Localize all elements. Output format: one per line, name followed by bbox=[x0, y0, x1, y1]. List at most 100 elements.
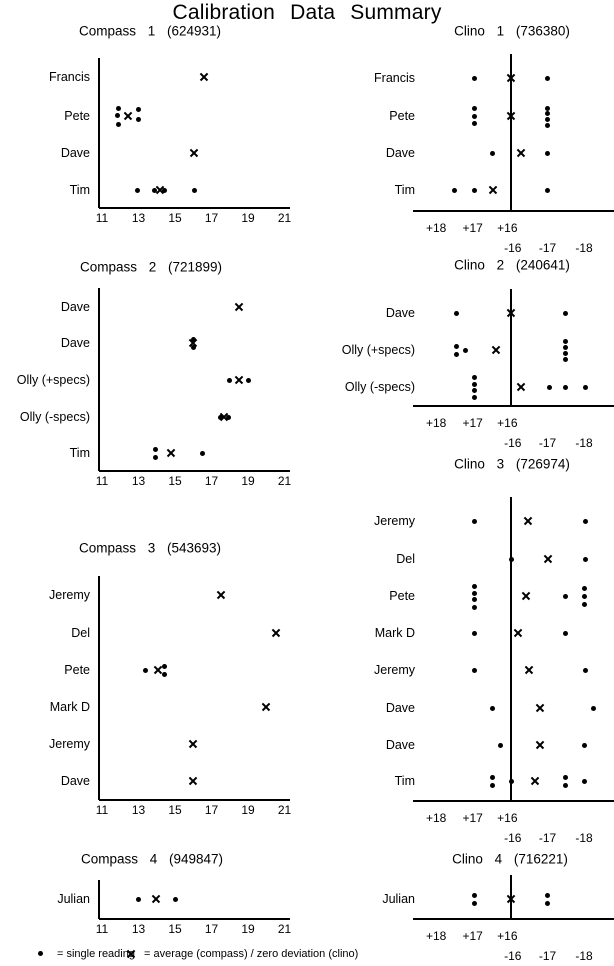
tick-label-minus: -17 bbox=[538, 436, 557, 450]
dot-marker bbox=[490, 774, 496, 780]
row-label: Pete bbox=[64, 109, 90, 123]
row-label: Dave bbox=[60, 774, 90, 788]
row-label: Francis bbox=[374, 71, 415, 85]
dot-marker bbox=[508, 778, 514, 784]
dot-marker bbox=[472, 590, 477, 596]
x-marker bbox=[530, 777, 539, 786]
x-marker bbox=[516, 383, 525, 392]
y-axis bbox=[98, 288, 100, 471]
x-marker bbox=[516, 149, 525, 158]
tick-label-plus: +18 bbox=[425, 929, 447, 943]
x-marker bbox=[488, 186, 497, 195]
dot-marker bbox=[472, 892, 477, 898]
tick-label-minus: -16 bbox=[504, 831, 522, 845]
dot-marker bbox=[472, 518, 477, 524]
row-label: Pete bbox=[389, 109, 415, 123]
dot-marker bbox=[545, 900, 550, 906]
dot-marker bbox=[581, 601, 587, 607]
dot-marker bbox=[135, 187, 141, 193]
row-label: Tim bbox=[69, 446, 90, 460]
dot-marker bbox=[472, 596, 477, 602]
page-title: Calibration Data Summary bbox=[172, 1, 442, 24]
dot-marker bbox=[115, 112, 120, 118]
tick-label: 19 bbox=[241, 474, 255, 488]
legend-x-label: = average (compass) / zero deviation (cl… bbox=[144, 948, 359, 960]
plot-title: Clino 2 (240641) bbox=[454, 257, 570, 273]
row-label: Olly (-specs) bbox=[344, 380, 415, 394]
row-label: Jeremy bbox=[374, 663, 415, 677]
tick-label: 21 bbox=[277, 474, 292, 488]
x-marker bbox=[216, 591, 225, 600]
tick-label: 21 bbox=[277, 211, 292, 225]
tick-label-minus: -16 bbox=[504, 949, 522, 963]
dot-marker bbox=[508, 556, 514, 562]
tick-label-plus: +17 bbox=[462, 929, 483, 943]
plot-title: Clino 3 (726974) bbox=[454, 456, 570, 472]
plot-title: Clino 1 (736380) bbox=[454, 23, 570, 39]
dot-marker bbox=[581, 585, 587, 591]
x-axis bbox=[99, 799, 290, 801]
dot-marker bbox=[583, 556, 589, 562]
x-marker bbox=[153, 666, 162, 675]
tick-label-plus: +18 bbox=[425, 221, 447, 235]
x-marker bbox=[521, 592, 530, 601]
dot-marker bbox=[115, 105, 121, 111]
tick-label-plus: +17 bbox=[462, 221, 483, 235]
dot-marker bbox=[583, 518, 589, 524]
dot-marker bbox=[462, 347, 468, 353]
tick-label-plus: +17 bbox=[462, 811, 483, 825]
dot-marker bbox=[545, 116, 550, 122]
tick-label: 13 bbox=[131, 474, 146, 488]
legend-x-icon bbox=[126, 949, 135, 958]
row-label: Tim bbox=[394, 183, 415, 197]
dot-marker bbox=[563, 593, 569, 599]
tick-label: 17 bbox=[204, 211, 219, 225]
tick-label: 13 bbox=[131, 803, 146, 817]
row-label: Mark D bbox=[374, 626, 415, 640]
dot-marker bbox=[563, 310, 569, 316]
dot-marker bbox=[581, 593, 587, 599]
dot-marker bbox=[583, 384, 589, 390]
dot-marker bbox=[490, 782, 496, 788]
tick-label-minus: -17 bbox=[538, 831, 557, 845]
dot-marker bbox=[191, 187, 197, 193]
dot-marker bbox=[453, 343, 459, 349]
row-label: Pete bbox=[64, 663, 90, 677]
tick-label: 19 bbox=[241, 211, 255, 225]
tick-label: 15 bbox=[168, 474, 182, 488]
dot-marker bbox=[563, 774, 569, 780]
dot-marker bbox=[490, 705, 496, 711]
row-label: Dave bbox=[385, 738, 415, 752]
x-marker bbox=[151, 895, 160, 904]
dot-marker bbox=[246, 377, 252, 383]
x-marker bbox=[220, 413, 229, 422]
dot-marker bbox=[563, 356, 569, 362]
plot-title: Compass 4 (949847) bbox=[80, 851, 224, 867]
row-label: Pete bbox=[389, 589, 415, 603]
dot-marker bbox=[545, 105, 550, 111]
row-label: Tim bbox=[69, 183, 90, 197]
dot-marker bbox=[199, 450, 205, 456]
tick-label: 15 bbox=[168, 211, 182, 225]
x-marker bbox=[234, 376, 243, 385]
plot-title: Compass 2 (721899) bbox=[79, 259, 223, 275]
y-axis bbox=[98, 58, 100, 208]
y-axis bbox=[98, 576, 100, 800]
dot-marker bbox=[472, 120, 477, 126]
dot-marker bbox=[581, 778, 587, 784]
x-marker bbox=[200, 73, 209, 82]
x-axis bbox=[99, 207, 290, 209]
x-marker bbox=[234, 303, 243, 312]
zero-line bbox=[510, 54, 512, 211]
dot-marker bbox=[472, 105, 477, 111]
tick-label: 11 bbox=[95, 474, 109, 488]
tick-label: 21 bbox=[277, 803, 292, 817]
dot-marker bbox=[545, 122, 550, 128]
dot-marker bbox=[472, 381, 477, 387]
row-label: Mark D bbox=[49, 700, 90, 714]
x-axis bbox=[413, 405, 614, 407]
dot-marker bbox=[545, 187, 550, 193]
dot-marker bbox=[136, 116, 141, 122]
tick-label-plus: +18 bbox=[425, 416, 447, 430]
